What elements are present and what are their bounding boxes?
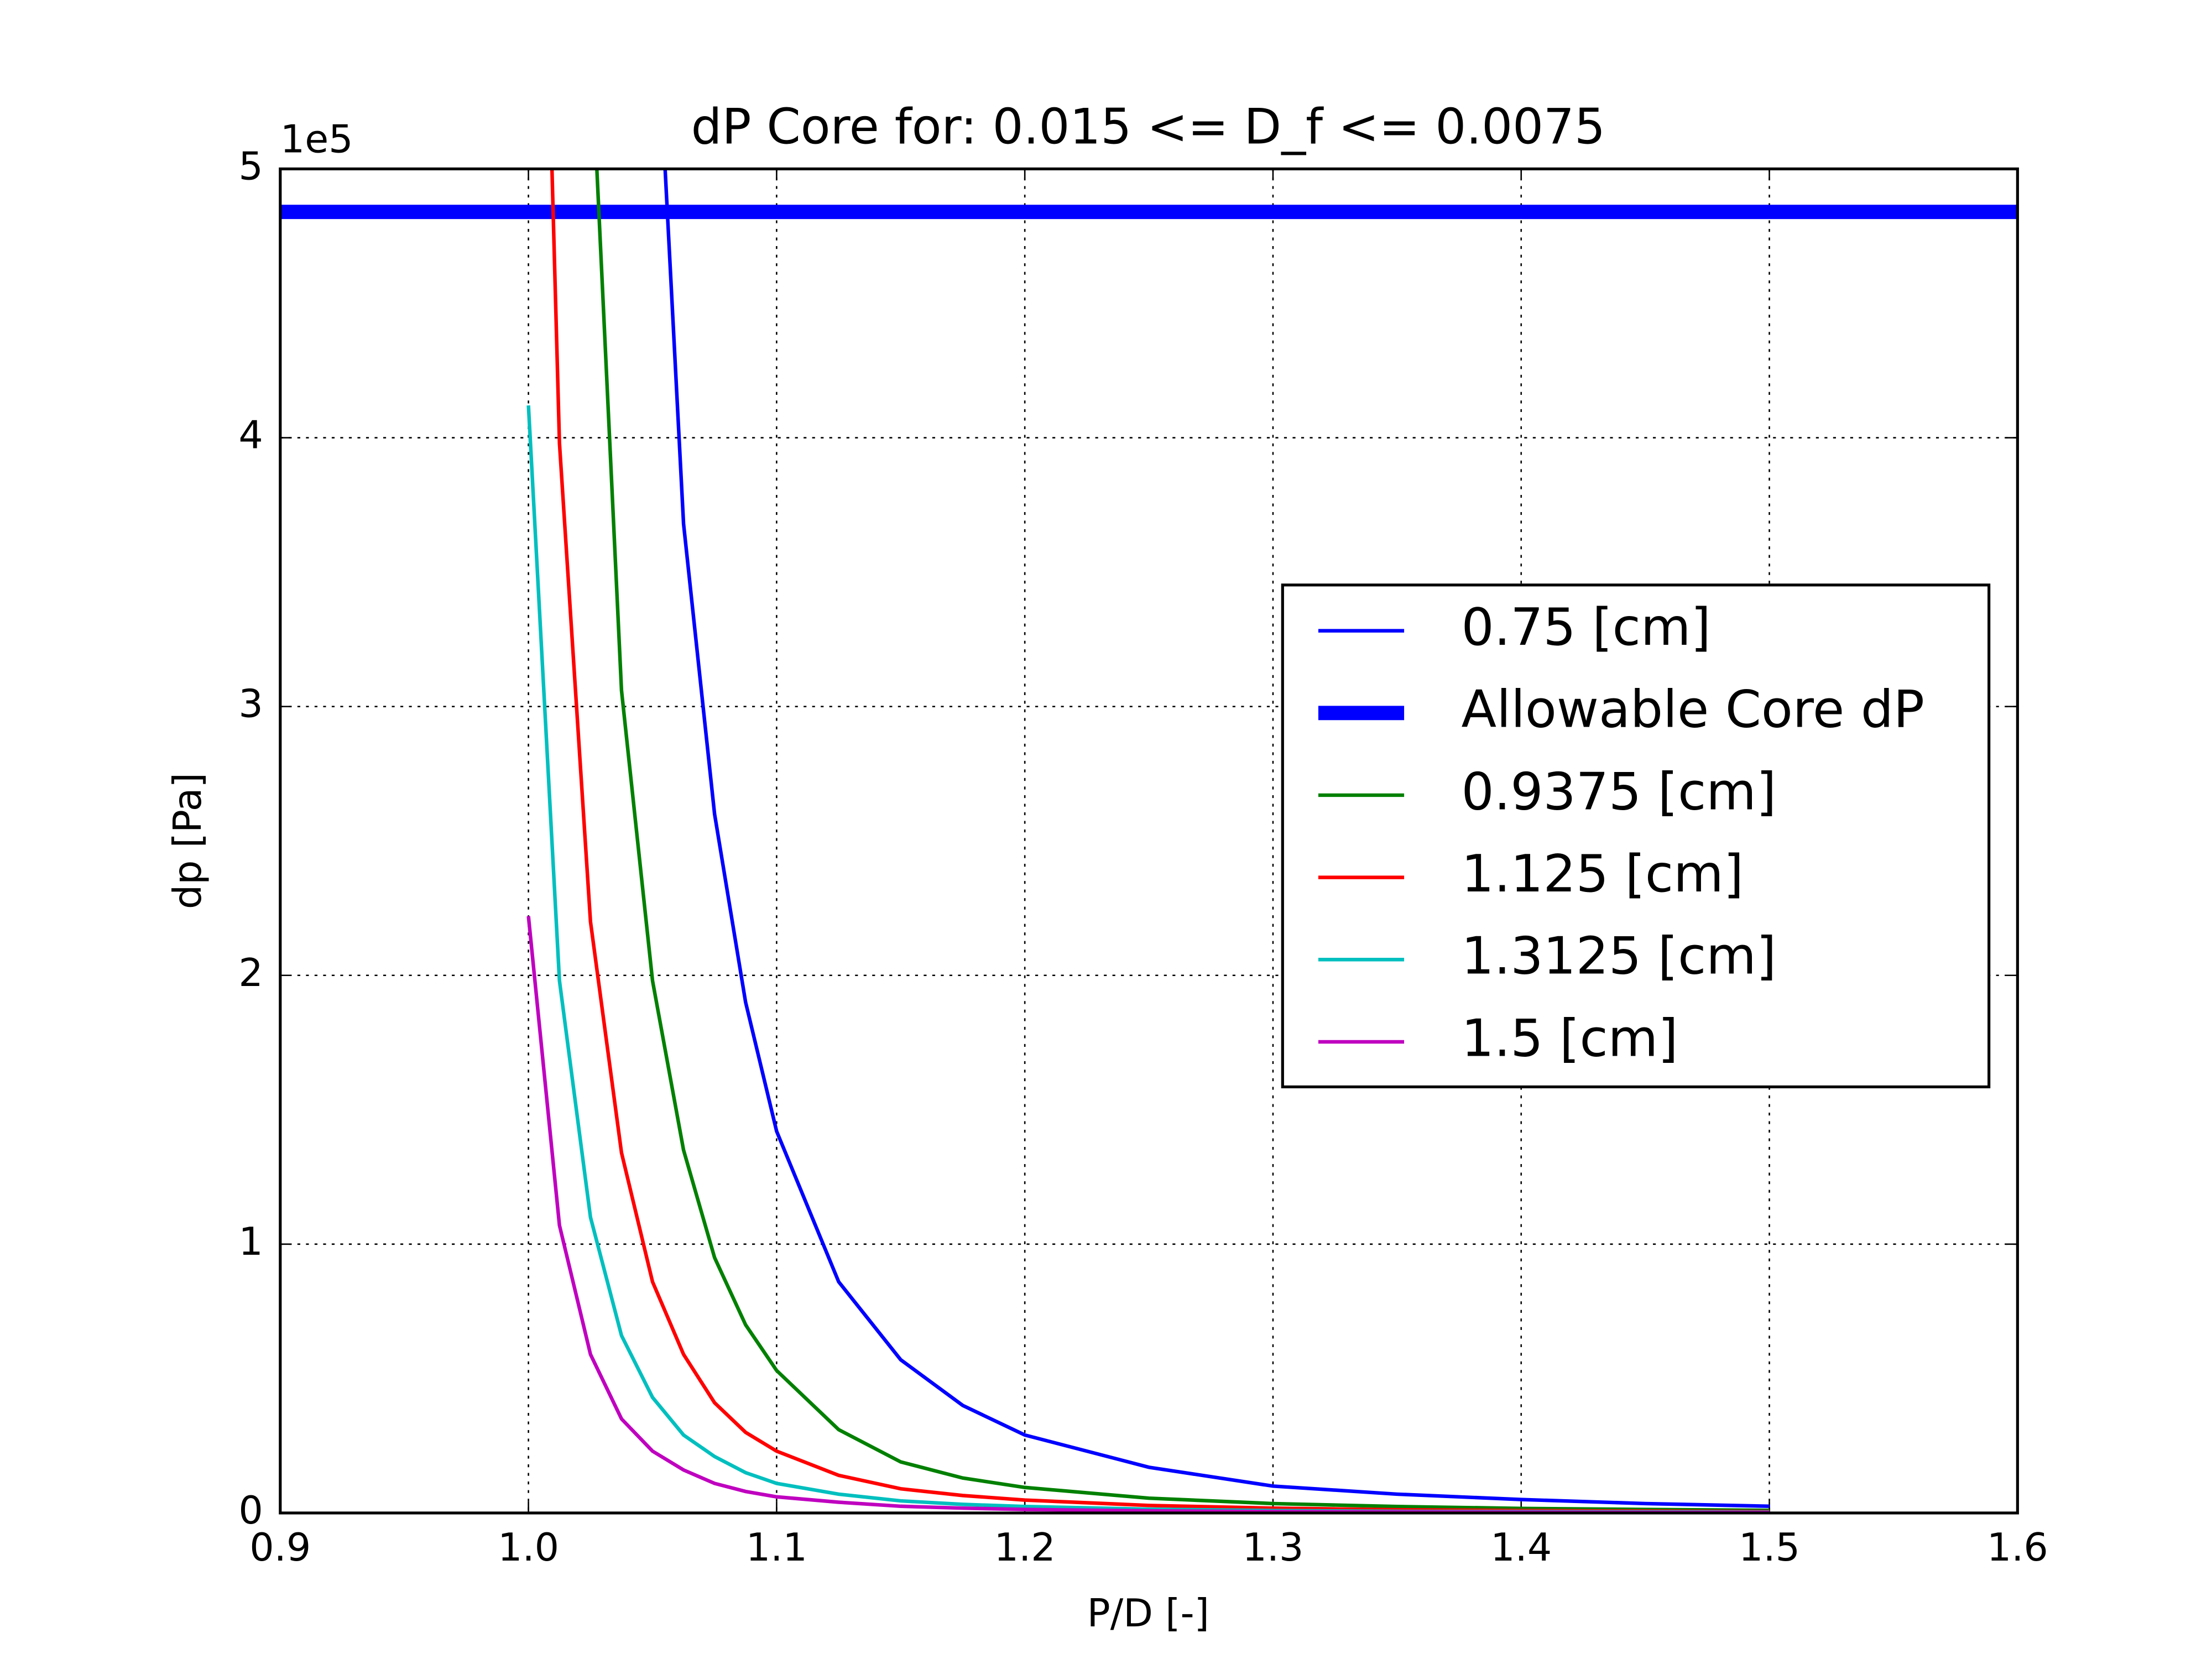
y-tick-label: 0 (238, 1488, 263, 1533)
x-tick-label: 1.2 (994, 1525, 1056, 1570)
x-tick-label: 0.9 (249, 1525, 311, 1570)
y-tick-label: 5 (238, 144, 263, 189)
y-tick-label: 1 (238, 1219, 263, 1264)
plot-frame (279, 167, 2019, 1515)
x-tick-label: 1.5 (1739, 1525, 1800, 1570)
y-tick-label: 2 (238, 951, 263, 995)
legend-box (1281, 583, 1991, 1089)
legend-label: 1.5 [cm] (1462, 1008, 1678, 1068)
legend-label: 1.125 [cm] (1462, 844, 1744, 904)
legend-label: 0.9375 [cm] (1462, 761, 1777, 821)
legend-label: 0.75 [cm] (1462, 597, 1711, 657)
legend-label: Allowable Core dP (1462, 680, 1925, 739)
x-tick-label: 1.0 (498, 1525, 559, 1570)
x-tick-label: 1.4 (1490, 1525, 1552, 1570)
y-axis-label: dp [Pa] (165, 773, 210, 909)
y-offset-label: 1e5 (280, 117, 353, 161)
y-tick-label: 4 (238, 413, 263, 458)
series-line (663, 169, 1770, 1509)
x-tick-label: 1.6 (1987, 1525, 2048, 1570)
x-tick-label: 1.3 (1242, 1525, 1303, 1570)
y-tick-label: 3 (238, 682, 263, 727)
x-tick-label: 1.1 (746, 1525, 807, 1570)
x-axis-label: P/D [-] (1087, 1591, 1209, 1636)
series-line (595, 169, 1770, 1512)
legend-label: 1.3125 [cm] (1462, 926, 1777, 986)
chart-title: dP Core for: 0.015 <= D_f <= 0.0075 (691, 98, 1605, 155)
